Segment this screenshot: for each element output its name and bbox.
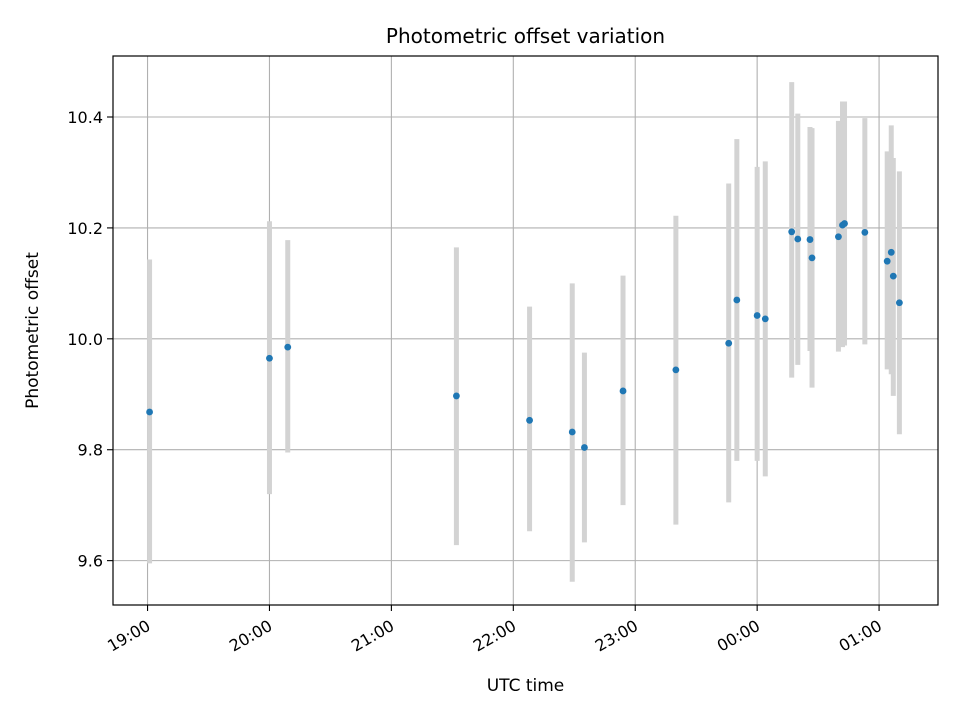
chart-title: Photometric offset variation: [386, 24, 665, 48]
data-point: [835, 233, 842, 241]
data-point: [453, 392, 460, 400]
data-point: [861, 228, 869, 236]
y-tick-label: 10.4: [67, 108, 103, 127]
x-axis-label: UTC time: [487, 676, 565, 696]
data-point: [146, 408, 153, 416]
data-point: [619, 387, 627, 395]
data-point: [266, 354, 273, 362]
data-point: [794, 235, 802, 243]
data-point: [841, 220, 848, 227]
data-point: [672, 366, 680, 374]
data-point: [568, 428, 576, 436]
data-point: [761, 315, 769, 323]
data-point: [284, 343, 292, 351]
plot-frame: [112, 55, 939, 606]
data-point: [788, 228, 796, 236]
data-point: [806, 236, 814, 243]
y-tick-label: 9.6: [78, 552, 103, 571]
data-point: [725, 339, 733, 347]
data-point: [808, 254, 816, 262]
data-point: [753, 312, 761, 319]
data-point: [526, 416, 533, 424]
y-axis-label: Photometric offset: [23, 252, 43, 409]
y-tick-label: 9.8: [78, 441, 103, 460]
data-point: [733, 296, 741, 304]
data-point: [581, 444, 588, 451]
data-points: [146, 220, 903, 451]
data-point: [895, 299, 903, 307]
data-point: [883, 257, 891, 265]
data-point: [889, 272, 897, 280]
y-tick-label: 10.0: [67, 330, 103, 349]
y-axis-ticks: 9.6 9.8 10.0 10.2 10.4: [67, 108, 113, 571]
data-point: [887, 248, 895, 256]
y-tick-label: 10.2: [67, 219, 103, 238]
